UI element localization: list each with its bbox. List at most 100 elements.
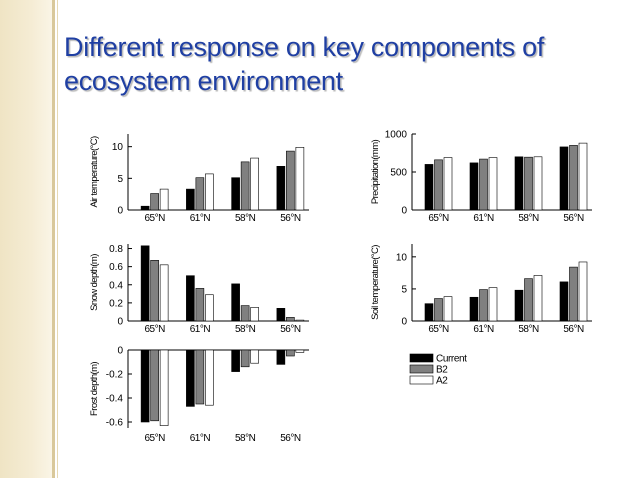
bar-b2-1 [150,193,159,211]
chart-panel-3: 0 0.2 0.4 0.6 0.8 Snow depth(m) 65°N 61°N 58°N 56… [89,244,309,335]
x-tick-label: 56°N [563,324,584,335]
x-tick-label: 56°N [563,213,584,224]
bar-a2-1 [159,264,169,322]
x-tick-label: 58°N [518,213,539,224]
bar-a2-1 [443,296,453,322]
bar-b2-4 [286,349,295,357]
bar-b2-3 [524,278,533,322]
y-tick-label: 0 [117,346,123,357]
bar-a2-4 [295,147,305,211]
y-tick-label: 0 [117,206,123,217]
decorative-stripe [52,0,55,478]
y-tick-label: 5 [117,174,123,185]
y-tick-label: 5 [401,284,407,295]
bar-b2-4 [286,317,295,322]
x-tick-label: 65°N [144,213,165,224]
decorative-stripe-thin [57,0,58,478]
legend-label-a2: A2 [436,376,448,387]
bar-a2-3 [533,275,543,322]
y-tick-label: -0.2 [106,370,124,381]
x-tick-label: 56°N [280,213,301,224]
bar-a2-1 [443,157,453,211]
x-tick-label: 65°N [428,324,449,335]
y-tick-label: 0 [401,317,407,328]
bar-current-3 [514,289,524,322]
bar-b2-3 [240,305,250,322]
bar-current-4 [559,146,569,211]
bar-b2-1 [434,159,443,211]
chart-panel-5: 0 -0.2 -0.4 -0.6 Frost depth(m) 65°N 61°N 58°N 5… [89,346,309,444]
bar-current-4 [276,166,286,211]
bar-a2-2 [205,294,214,322]
y-tick-label: 0 [401,206,407,217]
legend-swatch-b2 [409,364,434,374]
bar-a2-3 [250,307,259,322]
bar-b2-4 [569,145,578,211]
bar-b2-1 [434,298,443,322]
bar-a2-2 [205,349,214,406]
bar-b2-2 [479,289,488,322]
x-tick-label: 61°N [473,324,494,335]
y-axis-label: Air temperature(°C) [89,136,100,207]
bar-a2-2 [488,287,498,322]
bar-a2-4 [578,261,588,322]
bar-a2-3 [250,349,259,364]
bar-current-3 [231,283,240,322]
x-tick-label: 61°N [190,213,211,224]
x-tick-label: 61°N [473,213,494,224]
bar-b2-1 [150,349,159,422]
y-tick-label: 0.6 [109,262,123,273]
bar-current-2 [186,349,195,407]
bar-a2-4 [295,349,305,353]
bar-current-2 [186,188,195,211]
bar-current-1 [140,245,150,322]
x-tick-label: 56°N [280,433,301,444]
x-tick-label: 58°N [235,433,256,444]
x-tick-label: 61°N [190,324,211,335]
x-tick-label: 56°N [280,324,301,335]
bar-b2-4 [286,150,295,211]
bar-b2-3 [240,349,250,368]
bar-current-4 [276,308,286,322]
y-tick-label: 0 [117,317,123,328]
bar-current-2 [186,275,195,322]
bar-b2-2 [479,158,488,211]
x-tick-label: 58°N [235,324,256,335]
x-tick-label: 58°N [235,213,256,224]
bar-current-3 [231,177,240,211]
bar-current-1 [140,349,150,423]
legend-label-current: Current [436,354,467,365]
bar-a2-3 [533,156,543,211]
bar-current-4 [276,349,286,365]
bar-b2-2 [195,288,205,322]
y-tick-label: -0.4 [106,394,124,405]
bar-current-2 [469,162,479,211]
bar-a2-1 [159,188,169,211]
legend-swatch-current [409,353,434,363]
bar-current-4 [559,281,569,322]
y-tick-label: -0.6 [106,418,124,429]
bar-b2-2 [195,177,205,211]
bar-a2-3 [250,157,259,211]
y-tick-label: 500 [390,168,407,179]
bar-current-1 [424,164,434,211]
y-axis-label: Frost depth(m) [89,362,100,416]
y-tick-label: 0.4 [109,280,123,291]
legend-swatch-a2 [409,375,434,385]
bar-b2-3 [240,161,250,211]
bar-a2-2 [488,157,498,211]
bar-b2-3 [524,156,533,211]
chart-panel-4: 0 5 10 Soil temperature(°C) 65°N 61°N 58°N 56°N [370,244,592,335]
y-tick-label: 10 [112,142,124,153]
x-tick-label: 61°N [190,433,211,444]
bar-current-1 [424,303,434,322]
bar-b2-1 [150,260,159,322]
decorative-left-band [0,0,52,478]
bar-a2-1 [159,349,169,426]
bar-current-2 [469,296,479,322]
y-axis-label: Snow depth(m) [89,254,100,311]
y-axis-label: Precipitation(mm) [370,139,381,204]
bar-a2-4 [578,142,588,211]
